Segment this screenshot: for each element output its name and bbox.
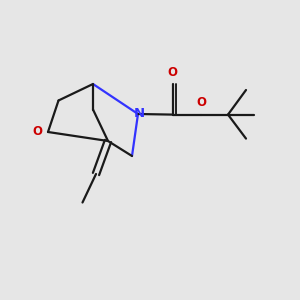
Text: O: O — [167, 66, 178, 79]
Text: O: O — [196, 96, 206, 109]
Text: O: O — [33, 125, 43, 139]
Text: N: N — [133, 106, 145, 120]
